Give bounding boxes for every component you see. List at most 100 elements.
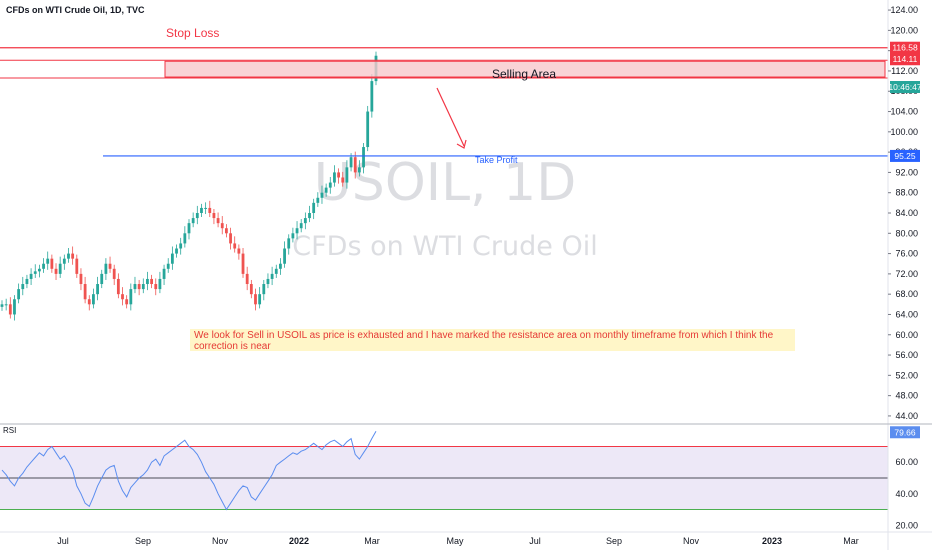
candle-body — [295, 228, 299, 234]
candle-body — [29, 273, 33, 279]
candle-body — [58, 263, 62, 274]
candle-body — [8, 304, 12, 315]
price-tick-label: 100.00 — [890, 127, 918, 137]
time-tick-label: 2022 — [289, 536, 309, 546]
price-tick-label: 60.00 — [895, 330, 918, 340]
candle-body — [283, 248, 286, 264]
candle-body — [137, 284, 141, 290]
candle-body — [108, 263, 112, 269]
candle-body — [100, 273, 104, 285]
take-profit-badge: 95.25 — [894, 151, 916, 161]
candle-body — [187, 223, 191, 234]
time-tick-label: Nov — [683, 536, 700, 546]
arrow-icon — [436, 87, 467, 149]
candle-body — [291, 233, 295, 239]
candle-body — [170, 253, 174, 264]
candle-body — [133, 284, 137, 290]
candle-body — [79, 273, 83, 285]
price-tick-label: 124.00 — [890, 5, 918, 15]
last-price-badge-bg — [890, 81, 920, 93]
last-price-badge: 10:46:47 — [888, 82, 921, 92]
candle-body — [237, 248, 241, 254]
candle-body — [116, 278, 120, 295]
candle-body — [104, 263, 108, 274]
time-tick-label: 2023 — [762, 536, 782, 546]
candle-body — [208, 207, 212, 213]
price-tick-label: 92.00 — [895, 167, 918, 177]
candle-body — [33, 271, 37, 274]
stop-loss-badge-bg — [890, 41, 920, 54]
candle-body — [112, 268, 116, 279]
candle-body — [200, 207, 203, 213]
candle-body — [150, 278, 153, 285]
candle-body — [0, 304, 4, 307]
price-tick-label: 76.00 — [895, 249, 918, 259]
candle-body — [216, 218, 220, 224]
rsi-layer — [0, 431, 888, 511]
candle-body — [254, 294, 257, 305]
levels — [0, 47, 888, 157]
candle-body — [125, 299, 129, 305]
rsi-label: RSI — [3, 426, 16, 435]
candle-body — [287, 238, 291, 249]
price-tick-label: 68.00 — [895, 289, 918, 299]
candle-body — [25, 278, 29, 285]
candle-body — [175, 248, 178, 254]
time-tick-label: Sep — [135, 536, 151, 546]
candle-body — [328, 182, 332, 188]
candle-body — [333, 172, 336, 183]
candle-body — [262, 284, 266, 295]
selling-area-label: Selling Area — [492, 67, 556, 81]
candle-body — [183, 233, 187, 244]
rsi-line — [1, 431, 377, 511]
candle-body — [179, 243, 183, 249]
candle-body — [349, 157, 353, 168]
candle-body — [21, 284, 25, 290]
candle-body — [225, 228, 228, 234]
candle-body — [324, 187, 328, 193]
zone-top-badge: 114.11 — [893, 54, 918, 64]
candle-body — [233, 243, 237, 249]
price-tick-label: 80.00 — [895, 228, 918, 238]
candle-body — [158, 278, 162, 290]
candle-body — [312, 202, 316, 213]
rsi-value-badge: 79.66 — [894, 427, 916, 437]
candle-body — [245, 273, 249, 285]
candle-body — [308, 213, 311, 219]
rsi-tick-label: 20.00 — [895, 520, 918, 530]
watermark-symbol: USOIL, 1D — [314, 153, 577, 213]
time-tick-label: Jul — [529, 536, 541, 546]
take-profit-badge-bg — [890, 149, 920, 162]
candle-body — [337, 172, 340, 178]
candle-body — [220, 223, 224, 229]
candle-body — [212, 213, 216, 219]
candle-body — [42, 263, 45, 269]
candle-body — [204, 207, 208, 209]
candle-body — [241, 253, 245, 274]
candle-body — [370, 81, 374, 112]
candle-body — [299, 223, 303, 229]
candle-body — [87, 299, 91, 305]
time-tick-label: Nov — [212, 536, 229, 546]
price-tick-label: 56.00 — [895, 350, 918, 360]
price-tick-label: 84.00 — [895, 208, 918, 218]
candle-body — [162, 268, 166, 279]
rsi-value-badge-bg — [890, 426, 920, 439]
selling-area-zone — [164, 60, 886, 78]
price-tick-label: 112.00 — [891, 66, 918, 76]
candle-body — [46, 258, 50, 264]
candle-body — [195, 213, 199, 219]
stop-loss-badge: 116.58 — [892, 43, 918, 53]
candle-body — [320, 192, 324, 198]
time-tick-label: Mar — [843, 536, 859, 546]
rsi-tick-label: 40.00 — [895, 489, 918, 499]
candle-body — [274, 268, 278, 274]
zone-top-badge-bg — [890, 53, 920, 66]
price-tick-label: 120.00 — [890, 25, 918, 35]
price-tick-label: 64.00 — [895, 309, 918, 319]
price-tick-label: 104.00 — [890, 107, 918, 117]
candle-body — [129, 289, 133, 305]
candle-body — [54, 268, 58, 274]
candle-body — [362, 147, 365, 168]
